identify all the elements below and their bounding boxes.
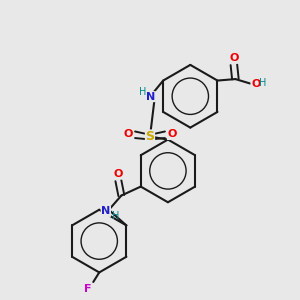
Text: S: S [146,130,154,143]
Text: N: N [146,92,155,102]
Text: O: O [114,169,123,179]
Text: H: H [259,78,266,88]
Text: H: H [112,212,119,221]
Text: H: H [139,87,146,97]
Text: O: O [167,130,177,140]
Text: O: O [251,79,260,88]
Text: O: O [123,130,133,140]
Text: N: N [101,206,110,216]
Text: O: O [229,53,239,63]
Text: F: F [83,284,91,294]
